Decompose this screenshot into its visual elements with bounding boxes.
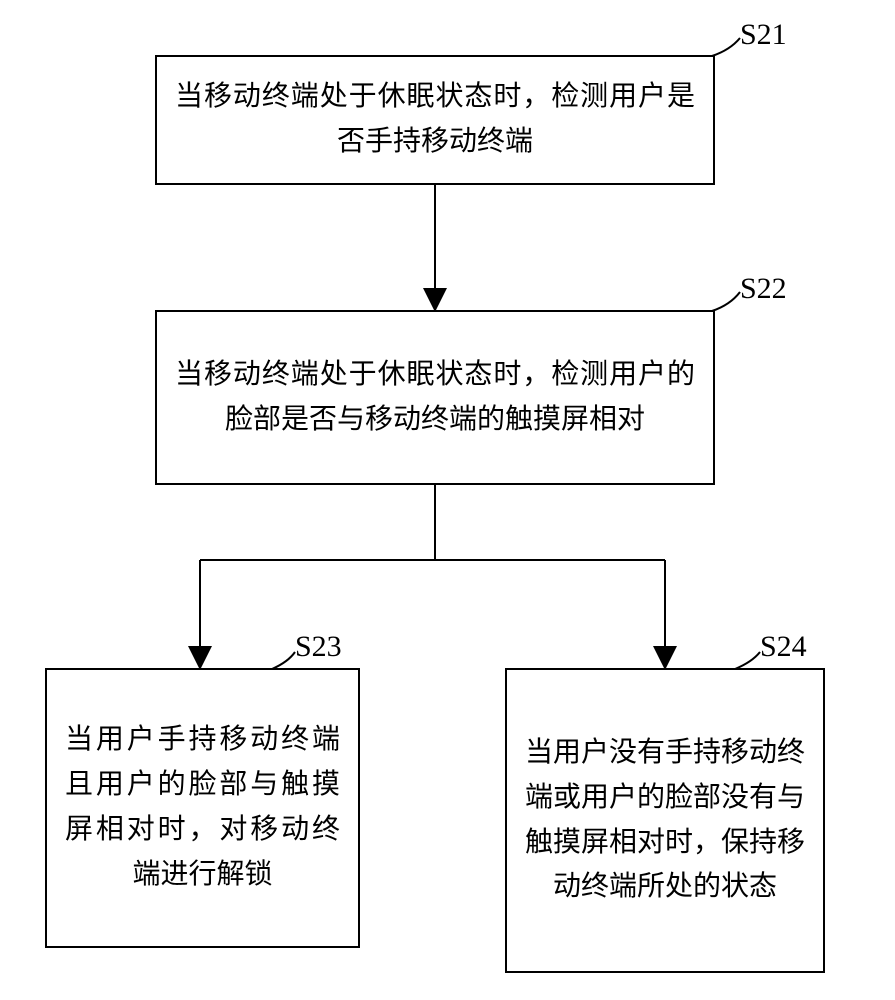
- flowchart-edges: [0, 0, 895, 1000]
